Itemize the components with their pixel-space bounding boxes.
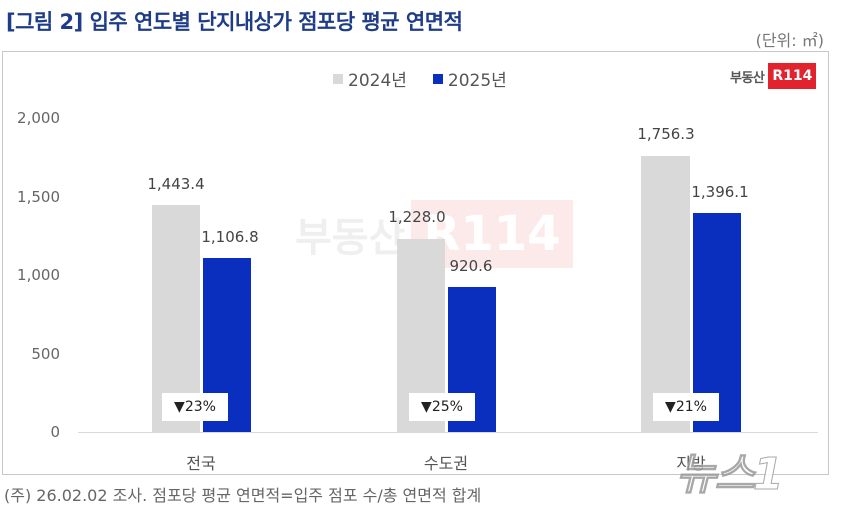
value-label-nationwide-2025: 1,106.8 <box>201 228 259 246</box>
logo-text: 부동산 <box>730 70 765 86</box>
x-label-provinces: 지방 <box>676 454 706 473</box>
x-label-nationwide: 전국 <box>186 454 216 473</box>
legend: 2024년 2025년 <box>333 66 507 91</box>
legend-swatch-2024 <box>333 73 343 84</box>
change-badge-nationwide: ▼23% <box>162 393 228 421</box>
footnote: (주) 26.02.02 조사. 점포당 평균 연면적=입주 점포 수/총 연면… <box>4 486 482 505</box>
logo-badge: R114 <box>768 63 817 89</box>
legend-item-2025: 2025년 <box>432 66 507 91</box>
y-tick-500: 500 <box>31 345 60 363</box>
news1-watermark: 뉴스1 <box>676 449 785 501</box>
r114-logo: 부동산 R114 <box>730 63 817 89</box>
x-axis-baseline <box>78 432 818 433</box>
change-badge-provinces: ▼21% <box>653 393 719 421</box>
legend-label-2025: 2025년 <box>447 71 507 91</box>
y-tick-1000: 1,000 <box>17 266 60 284</box>
value-label-capital-2025: 920.6 <box>449 257 493 275</box>
y-tick-0: 0 <box>50 423 60 441</box>
chart-title: [그림 2] 입주 연도별 단지내상가 점포당 평균 연면적 <box>6 10 463 34</box>
value-label-capital-2024: 1,228.0 <box>388 208 446 226</box>
x-label-capital: 수도권 <box>423 454 469 473</box>
value-label-nationwide-2024: 1,443.4 <box>147 175 205 193</box>
value-label-provinces-2025: 1,396.1 <box>691 183 749 201</box>
bar-provinces-2024 <box>641 156 690 432</box>
legend-swatch-2025 <box>432 73 443 84</box>
unit-label: (단위: ㎡) <box>755 31 824 50</box>
y-tick-1500: 1,500 <box>17 188 60 206</box>
y-tick-2000: 2,000 <box>17 109 60 127</box>
change-badge-capital: ▼25% <box>409 393 475 421</box>
value-label-provinces-2024: 1,756.3 <box>637 125 695 143</box>
legend-item-2024: 2024년 <box>333 66 407 91</box>
legend-label-2024: 2024년 <box>348 71 407 91</box>
